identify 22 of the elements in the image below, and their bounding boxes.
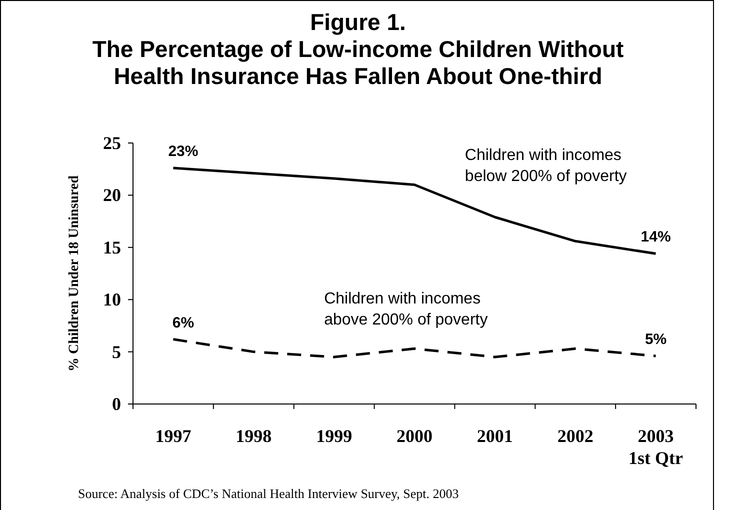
data-label: 14% — [640, 228, 671, 246]
x-tick-label: 2003 1st Qtr — [628, 426, 684, 468]
chart-title: Figure 1. The Percentage of Low-income Children Without Health Insurance Has Fallen About One-third — [92, 9, 624, 89]
y-tick-label: 25 — [103, 133, 121, 153]
y-tick-label: 20 — [103, 185, 121, 206]
series-label: Children with incomes below 200% of poverty — [464, 147, 627, 185]
series-label: Children with incomes above 200% of poverty — [324, 290, 488, 329]
data-label: 23% — [168, 143, 198, 160]
x-tick-label: 2001 — [476, 426, 513, 446]
x-tick-label: 1999 — [316, 426, 352, 446]
x-tick-label: 1997 — [155, 426, 192, 446]
source-note: Source: Analysis of CDC’s National Health Interview Survey, Sept. 2003 — [78, 486, 459, 501]
y-axis-title: % Children Under 18 Uninsured — [67, 175, 82, 372]
x-tick-label: 2002 — [557, 426, 594, 446]
x-tick-label: 2000 — [396, 426, 432, 446]
x-tick-label: 1998 — [236, 426, 272, 446]
data-label: 5% — [644, 330, 667, 348]
y-tick-label: 5 — [112, 342, 121, 362]
data-label: 6% — [172, 314, 194, 332]
y-tick-label: 15 — [103, 237, 121, 258]
y-tick-label: 0 — [112, 394, 121, 414]
y-tick-label: 10 — [103, 290, 121, 310]
